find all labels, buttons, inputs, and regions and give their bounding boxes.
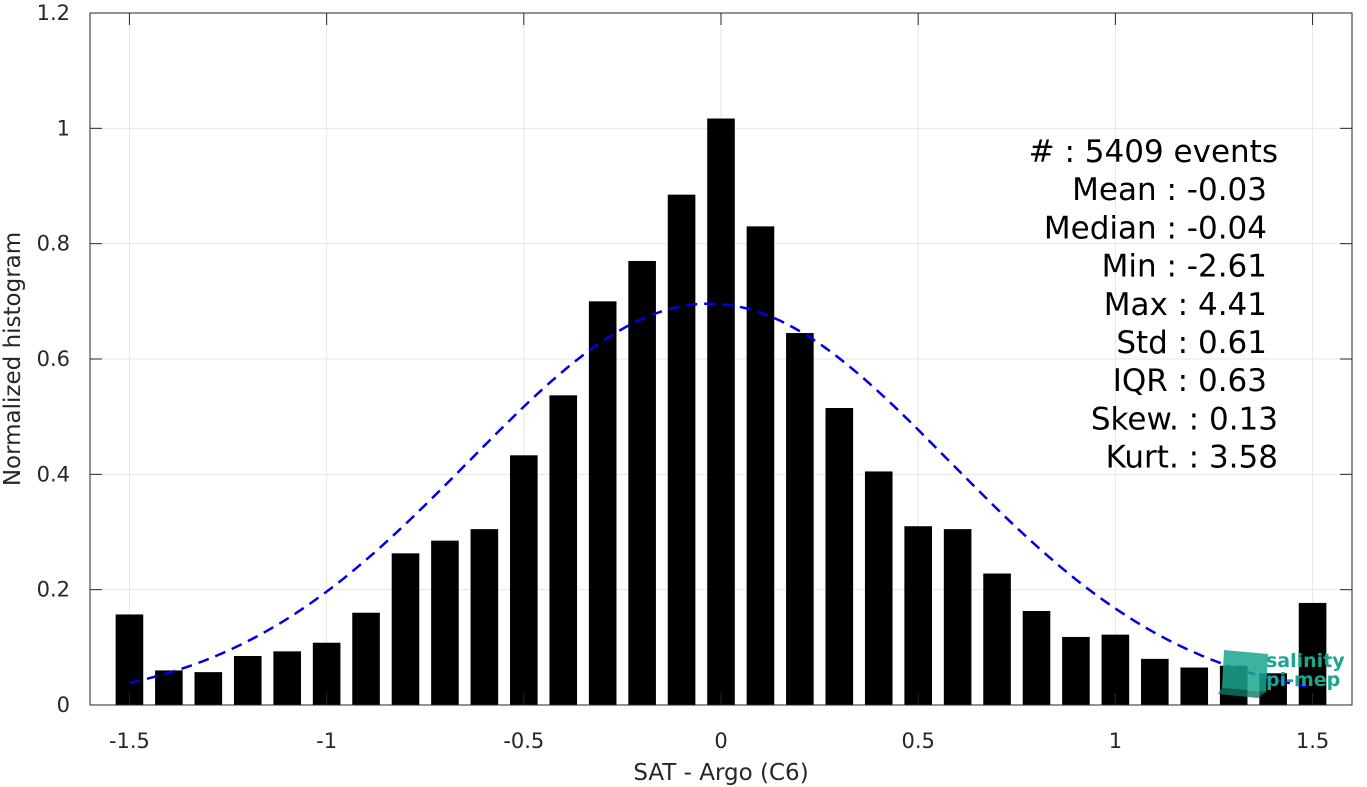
histogram-bar: [549, 395, 578, 705]
stat-line: Mean : -0.03: [1072, 172, 1267, 208]
histogram-bar: [155, 670, 183, 705]
x-tick-label: 1.5: [1296, 729, 1329, 753]
histogram-bar: [1062, 636, 1090, 705]
stat-line: Std : 0.61: [1116, 325, 1267, 361]
y-tick-labels: 0 0.2 0.4 0.6 0.8 1 1.2: [37, 1, 70, 717]
y-tick-label: 0.8: [37, 232, 70, 256]
histogram-bar: [1022, 611, 1051, 705]
histogram-bar: [786, 333, 814, 705]
stat-line: Min : -2.61: [1102, 249, 1267, 285]
histogram-bar: [391, 553, 420, 705]
x-tick-label: 0: [714, 729, 727, 753]
y-tick-label: 1: [57, 116, 70, 140]
logo-line1: salinity: [1266, 650, 1345, 672]
histogram-bar: [983, 573, 1011, 705]
histogram-bar: [352, 612, 380, 705]
stat-line: Median : -0.04: [1044, 210, 1267, 246]
stat-line: Skew. : 0.13: [1091, 401, 1278, 437]
histogram-bar: [825, 408, 854, 705]
histogram-bar: [628, 260, 656, 705]
y-tick-label: 1.2: [37, 1, 70, 25]
histogram-bar: [510, 455, 538, 705]
y-tick-label: 0: [57, 693, 70, 717]
y-axis-label: Normalized histogram: [0, 232, 26, 486]
histogram-bars: [115, 118, 1327, 705]
y-tick-label: 0.2: [37, 578, 70, 602]
histogram-bar: [1141, 658, 1169, 705]
stat-line: # : 5409 events: [1029, 134, 1278, 170]
x-tick-label: -0.5: [503, 729, 544, 753]
x-tick-label: -1: [316, 729, 337, 753]
histogram-bar: [588, 301, 617, 705]
salinity-pi-mep-logo: salinity pi-mep: [1218, 650, 1345, 698]
histogram-bar: [194, 672, 223, 705]
histogram-bar: [273, 651, 301, 705]
x-tick-label: 0.5: [901, 729, 934, 753]
gaussian-fit-curve: [129, 302, 1313, 689]
logo-emblem-icon: [1222, 650, 1268, 692]
histogram-bar: [746, 226, 775, 705]
logo-line2: pi-mep: [1266, 669, 1340, 691]
axis-ticks: [90, 12, 1352, 706]
x-tick-labels: -1.5 -1 -0.5 0 0.5 1 1.5: [109, 729, 1329, 753]
histogram-bar: [667, 194, 696, 705]
histogram-bar: [943, 529, 972, 705]
stat-line: Max : 4.41: [1104, 287, 1267, 323]
histogram-bar: [1298, 602, 1327, 705]
x-tick-label: 1: [1109, 729, 1122, 753]
x-tick-label: -1.5: [109, 729, 150, 753]
stat-line: Kurt. : 3.58: [1106, 440, 1278, 476]
y-tick-label: 0.6: [37, 347, 70, 371]
histogram-bar: [864, 471, 893, 705]
histogram-bar: [470, 529, 499, 705]
histogram-bar: [707, 118, 735, 705]
histogram-bar: [115, 614, 144, 705]
histogram-bar: [1180, 667, 1209, 705]
y-tick-label: 0.4: [37, 462, 70, 486]
histogram-bar: [904, 526, 932, 705]
logo-emblem-shade-icon: [1218, 688, 1266, 698]
histogram-bar: [431, 540, 459, 705]
x-axis-label: SAT - Argo (C6): [633, 760, 808, 786]
stat-line: IQR : 0.63: [1113, 363, 1267, 399]
histogram-bar: [233, 655, 262, 705]
